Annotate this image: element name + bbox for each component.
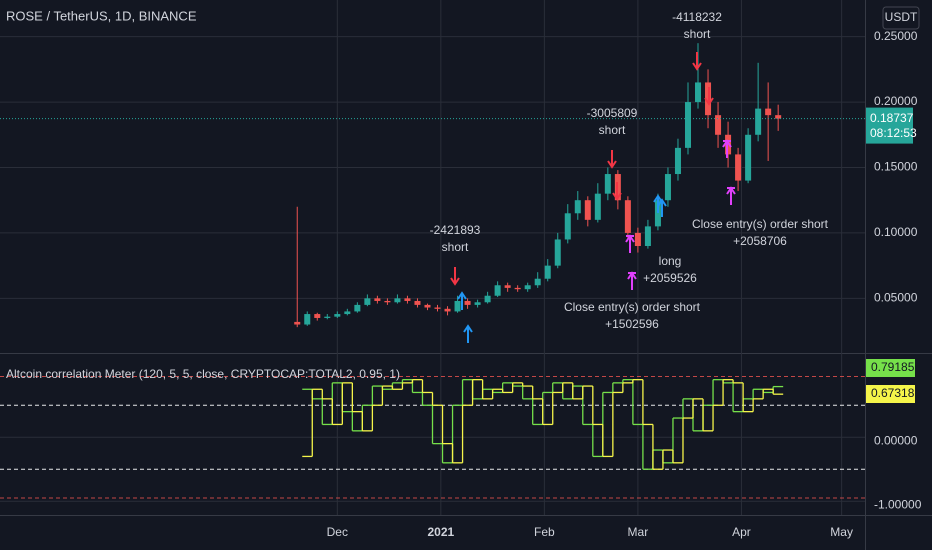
last-value-label: 0.79185 [871,360,915,374]
candle-body [745,134,752,181]
signal-arrow [653,194,663,213]
candle-body [554,239,561,266]
trade-annotation: +2058706 [733,234,787,248]
trade-annotation: -4118232 [672,10,722,24]
trade-annotation: +1502596 [605,317,659,331]
trade-annotation: Close entry(s) order short [692,217,829,231]
candle-body [765,108,772,116]
signal-arrow [722,139,732,158]
x-tick-label: Feb [534,525,555,539]
candle-body [624,200,631,233]
candle-body [344,311,351,315]
candle-body [755,108,762,135]
last-value-badge [866,359,915,377]
last-value-label: 0.67318 [871,386,915,400]
candle-body [364,298,371,305]
signal-arrow [450,267,460,286]
x-tick-label: Apr [732,525,751,539]
signal-arrow [657,198,667,217]
y-tick-label: 0.15000 [874,160,918,174]
candle-body [715,115,722,135]
candle-body [484,295,491,303]
candle-body [354,304,361,312]
candle-body [424,304,431,308]
candle-body [544,265,551,279]
last-value-badge [866,385,915,403]
trade-annotation: short [442,240,469,254]
candle-body [524,285,531,290]
y-tick-label: -1.00000 [874,497,922,511]
candle-body [695,82,702,103]
y-tick-label: 0.00000 [874,433,918,447]
signal-arrow [627,271,637,290]
candle-body [534,278,541,286]
candle-body [594,193,601,220]
trade-annotation: -3005809 [587,106,638,120]
candle-body [434,307,441,309]
candle-body [644,226,651,247]
x-tick-label: Dec [327,525,348,539]
trade-annotation: short [599,123,626,137]
last-price-badge [866,107,913,144]
trade-annotation: Close entry(s) order short [564,300,701,314]
x-tick-label: Mar [628,525,649,539]
candle-body [664,174,671,201]
candle-body [674,147,681,175]
candle-body [634,232,641,247]
candle-body [394,298,401,303]
currency-box[interactable] [882,6,920,30]
y-tick-label: 0.20000 [874,94,918,108]
candle-body [604,174,611,194]
candle-body [775,115,782,119]
trade-annotation: short [684,27,711,41]
y-tick-label: 0.10000 [874,225,918,239]
candle-body [494,285,501,296]
candle-body [725,134,732,155]
candle-body [324,316,331,318]
candle-body [414,300,421,305]
candle-body [334,314,341,317]
symbol-title: ROSE / TetherUS, 1D, BINANCE [6,8,197,23]
candle-body [684,102,691,148]
candle-body [584,200,591,220]
currency[interactable]: USDT [885,10,918,24]
signal-arrow [457,291,467,310]
candle-body [504,285,511,288]
candle-body [514,287,521,290]
signal-arrow [625,234,635,253]
candle-body [294,321,301,325]
signal-arrow [726,186,736,205]
signal-arrow [607,150,617,169]
plot-layer: -2421893 short -3005809 short -4118232 short l… [0,0,865,515]
candle-body [444,308,451,312]
signal-arrow [692,52,702,71]
signal-arrow [704,87,714,106]
countdown: 08:12:53 [870,126,917,140]
y-tick-label: 0.25000 [874,29,918,43]
candle-body [464,300,471,305]
candle-body [374,298,381,301]
trade-annotation: long [659,254,682,268]
candle-body [474,302,481,305]
y-tick-label: 0.05000 [874,291,918,305]
candle-body [454,300,461,312]
trade-annotation: +2059526 [643,271,697,285]
x-tick-label: May [830,525,853,539]
candle-body [654,200,661,227]
candle-body [564,213,571,240]
trade-annotation: -2421893 [430,223,481,237]
candle-body [404,298,411,301]
signal-arrow [612,182,622,201]
x-tick-label: 2021 [427,525,454,539]
candle-body [304,314,311,325]
indicator-title: Altcoin correlation Meter (120, 5, 5, cl… [6,367,400,381]
last-price-label: 0.18737 [870,111,914,125]
candle-body [384,300,391,303]
signal-arrow [463,324,473,343]
candle-body [314,314,321,318]
candle-body [574,200,581,214]
candle-body [735,154,742,181]
